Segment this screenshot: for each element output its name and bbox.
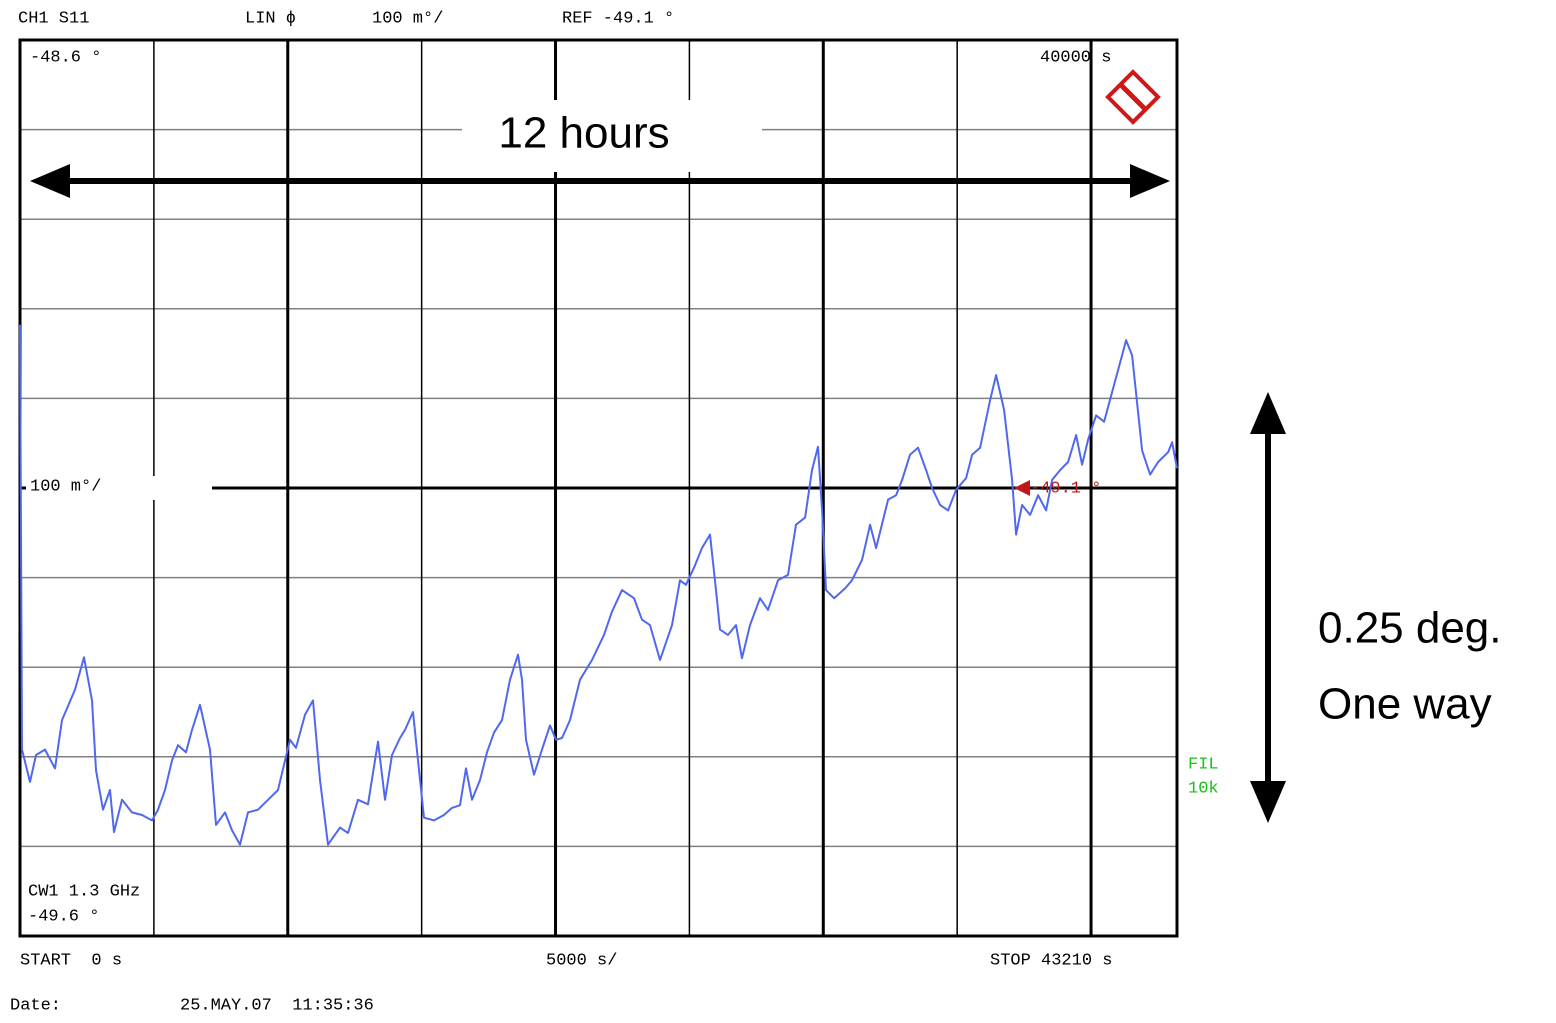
annotation: 0.25 deg.: [1318, 604, 1502, 653]
label-patch: [26, 476, 212, 500]
arrow-head: [1130, 164, 1170, 198]
channel-label: CH1 S11: [18, 9, 89, 28]
cw-label: CW1 1.3 GHz: [28, 882, 140, 901]
h-arrow: [30, 164, 1170, 198]
marker-time-label: 40000 s: [1040, 48, 1111, 67]
label-patch: [462, 100, 762, 172]
filter-label: FIL: [1188, 755, 1219, 774]
ref-marker-label: -49.1 °: [1030, 479, 1101, 498]
ref-marker: [1014, 480, 1030, 496]
arrow-head: [1250, 392, 1286, 434]
logo: [1105, 69, 1161, 125]
filter-label: 10k: [1188, 779, 1219, 798]
annotation: One way: [1318, 680, 1492, 729]
arrow-head: [30, 164, 70, 198]
arrow-head: [1250, 781, 1286, 823]
format-label: LIN ϕ: [245, 9, 296, 28]
bottom-value-label: -49.6 °: [28, 907, 99, 926]
scale-label: 100 m°/: [372, 9, 443, 28]
logo-stripe: [1118, 82, 1148, 112]
date-label: Date:: [10, 996, 61, 1015]
start-label: START 0 s: [20, 951, 122, 970]
ref-label: REF -49.1 °: [562, 9, 674, 28]
trace-line: [19, 324, 1178, 846]
trace-group: [19, 324, 1178, 846]
annotation: 12 hours: [498, 109, 669, 158]
top-value-label: -48.6 °: [30, 48, 101, 67]
stop-label: STOP 43210 s: [990, 951, 1112, 970]
v-arrow: [1250, 392, 1286, 823]
scale-label-left: 100 m°/: [30, 477, 101, 496]
date: 25.MAY.07 11:35:36: [180, 996, 374, 1015]
x-div-label: 5000 s/: [546, 951, 617, 970]
